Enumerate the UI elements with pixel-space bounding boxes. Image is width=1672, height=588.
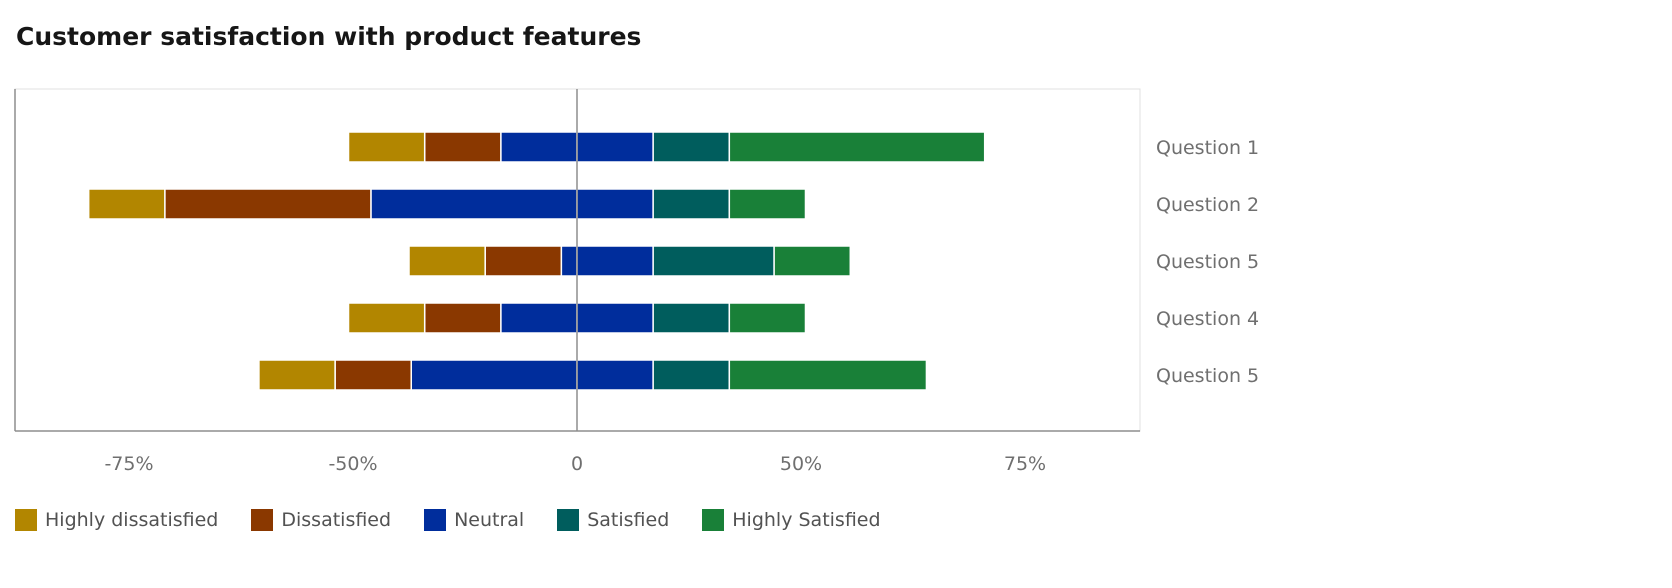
bar-neutral[interactable] (576, 131, 654, 163)
x-tick-label: 50% (780, 453, 822, 475)
bar-dissatisfied[interactable] (484, 245, 563, 277)
bar-dissatisfied[interactable] (423, 131, 502, 163)
bar-neutral[interactable] (560, 245, 578, 277)
bar-neutral[interactable] (576, 188, 654, 220)
bar-highly-dissatisfied[interactable] (347, 302, 426, 334)
y-tick-label: Question 2 (1156, 194, 1259, 216)
x-tick-label: 75% (1004, 453, 1046, 475)
legend-swatch (251, 509, 274, 531)
x-tick-label: -75% (104, 453, 153, 475)
bar-highly-satisfied[interactable] (773, 245, 852, 277)
bar-highly-satisfied[interactable] (728, 302, 807, 334)
legend: Highly dissatisfied Dissatisfied Neutral Sa… (15, 509, 914, 531)
bar-neutral[interactable] (576, 359, 654, 391)
chart-title: Customer satisfaction with product featu… (16, 22, 642, 51)
legend-swatch (702, 509, 725, 531)
legend-label: Highly dissatisfied (45, 509, 219, 531)
bar-dissatisfied[interactable] (423, 302, 502, 334)
bar-satisfied[interactable] (652, 359, 731, 391)
legend-item[interactable]: Highly Satisfied (702, 509, 881, 531)
bar-highly-dissatisfied[interactable] (258, 359, 336, 391)
bar-neutral[interactable] (500, 302, 578, 334)
bar-satisfied[interactable] (652, 245, 775, 277)
legend-label: Highly Satisfied (732, 509, 881, 531)
y-tick-label: Question 5 (1156, 251, 1259, 273)
legend-swatch (557, 509, 580, 531)
bar-satisfied[interactable] (652, 188, 731, 220)
legend-swatch (15, 509, 37, 531)
bar-neutral[interactable] (576, 245, 654, 277)
bar-highly-dissatisfied[interactable] (347, 131, 426, 163)
legend-item[interactable]: Satisfied (557, 509, 669, 531)
bar-dissatisfied[interactable] (164, 188, 372, 220)
bar-neutral[interactable] (370, 188, 578, 220)
legend-item[interactable]: Neutral (424, 509, 524, 531)
legend-label: Dissatisfied (281, 509, 392, 531)
legend-swatch (424, 509, 447, 531)
x-tick-label: 0 (571, 453, 583, 475)
legend-item[interactable]: Dissatisfied (251, 509, 391, 531)
legend-label: Neutral (454, 509, 525, 531)
bar-neutral[interactable] (500, 131, 578, 163)
bar-satisfied[interactable] (652, 302, 731, 334)
bar-satisfied[interactable] (652, 131, 731, 163)
bar-highly-dissatisfied[interactable] (87, 188, 166, 220)
bar-highly-dissatisfied[interactable] (408, 245, 486, 277)
bar-dissatisfied[interactable] (334, 359, 412, 391)
y-tick-label: Question 5 (1156, 365, 1259, 387)
bar-highly-satisfied[interactable] (728, 359, 928, 391)
bar-neutral[interactable] (576, 302, 654, 334)
y-tick-label: Question 4 (1156, 308, 1259, 330)
x-tick-label: -50% (328, 453, 377, 475)
bar-highly-satisfied[interactable] (728, 188, 807, 220)
legend-item[interactable]: Highly dissatisfied (15, 509, 218, 531)
bar-highly-satisfied[interactable] (728, 131, 986, 163)
y-tick-label: Question 1 (1156, 137, 1259, 159)
bar-neutral[interactable] (410, 359, 578, 391)
legend-label: Satisfied (587, 509, 670, 531)
